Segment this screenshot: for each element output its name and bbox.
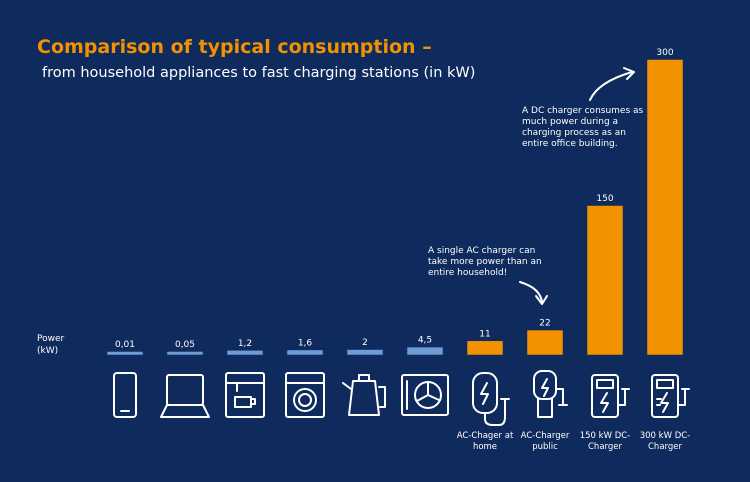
value-label: 150 [596,194,613,204]
y-axis-label: Power (kW) [37,334,65,356]
ac-charger-public-icon [533,370,568,418]
subtitle: from household appliances to fast chargi… [42,65,476,81]
air-conditioner-icon [401,374,449,416]
annotation: A single AC charger can take more power … [428,246,542,278]
arrow-head [623,67,635,80]
value-label: 1,2 [238,339,252,349]
coffee-machine-icon [225,372,265,418]
washing-machine-icon [285,372,325,418]
title: Comparison of typical consumption – [37,36,432,58]
phone-icon [113,372,137,418]
arrow [589,71,633,101]
ac-charger-home-icon [472,372,510,426]
bar [287,350,323,355]
value-label: 300 [656,48,673,58]
category-label: 300 kW DC-Charger [639,431,691,452]
value-label: 22 [539,319,550,329]
dc-charger-150-icon [591,374,630,418]
value-label: 0,05 [175,340,195,350]
category-label: 150 kW DC-Charger [579,431,631,452]
bar [407,347,443,355]
value-label: 4,5 [418,336,432,346]
bar [647,59,683,355]
annotation-arrows [519,67,635,305]
icons [113,370,690,426]
value-label: 0,01 [115,340,135,350]
dc-charger-300-icon [651,374,690,418]
arrow-head [535,295,548,305]
bar [587,205,623,355]
value-label: 2 [362,338,368,348]
value-label: 1,6 [298,338,313,348]
laptop-icon [160,374,210,418]
category-label: AC-Charger public [520,431,570,452]
annotation: A DC charger consumes as much power duri… [522,106,644,149]
category-label: AC-Chager at home [456,431,514,452]
bar [107,351,143,355]
bar [527,330,563,355]
bar [467,341,503,355]
arrow [519,281,543,303]
bar [227,350,263,355]
value-label: 11 [479,329,490,339]
bar [167,351,203,355]
bar [347,349,383,355]
kettle-icon [342,374,386,416]
